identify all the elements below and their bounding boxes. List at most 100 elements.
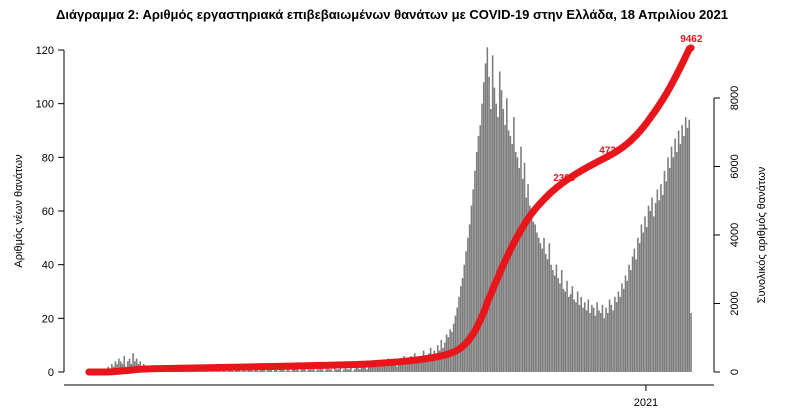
bar	[344, 366, 347, 372]
bar	[240, 371, 242, 372]
bar	[470, 205, 473, 372]
bar	[465, 251, 467, 372]
bar	[309, 369, 311, 372]
bar	[541, 248, 544, 372]
bar	[568, 296, 570, 372]
bar	[621, 283, 623, 372]
bar	[399, 358, 402, 372]
bar	[321, 369, 324, 372]
bar	[681, 125, 683, 372]
left-tick-label: 100	[36, 99, 54, 111]
bar	[295, 369, 297, 372]
bar	[656, 189, 659, 372]
bar	[491, 55, 494, 373]
bar	[461, 278, 464, 372]
bar	[305, 371, 308, 372]
bar	[291, 369, 294, 372]
bar	[644, 216, 646, 372]
bar	[668, 168, 671, 372]
bar	[367, 366, 370, 372]
bar	[119, 361, 122, 372]
bar	[383, 363, 386, 372]
bar	[573, 299, 575, 372]
bar	[323, 371, 326, 372]
bar	[481, 103, 483, 373]
bar	[638, 243, 641, 372]
bar	[330, 369, 333, 372]
bar	[578, 304, 581, 372]
bar	[498, 71, 501, 372]
bar	[339, 366, 342, 372]
bar	[275, 369, 278, 372]
bar	[653, 216, 655, 372]
bar	[254, 369, 257, 372]
bar	[523, 162, 526, 372]
bar	[135, 358, 138, 372]
chart-title: Διάγραμμα 2: Αριθμός εργαστηριακά επιβεβ…	[56, 7, 728, 22]
bar	[419, 355, 421, 372]
bar	[536, 232, 538, 372]
bar	[111, 363, 113, 372]
bar	[328, 369, 331, 372]
bar	[663, 170, 666, 372]
bar	[672, 157, 675, 372]
bar	[406, 358, 409, 372]
bar	[213, 371, 216, 372]
bar	[307, 369, 310, 372]
bar	[243, 369, 246, 372]
bar	[661, 194, 664, 372]
bar	[256, 369, 258, 372]
bar	[569, 294, 572, 372]
bar	[233, 371, 235, 372]
left-tick-label: 40	[42, 260, 54, 272]
bar	[548, 243, 551, 372]
bar	[304, 366, 306, 372]
bar	[374, 366, 377, 372]
bar	[369, 363, 372, 372]
bar	[459, 286, 462, 372]
bar	[527, 184, 529, 372]
bar	[327, 366, 329, 372]
bar	[286, 369, 288, 372]
bar	[619, 296, 621, 372]
right-tick-label: 8000	[729, 86, 741, 110]
cumulative-annotation: 2300	[553, 173, 576, 184]
bar	[359, 369, 361, 372]
bar	[297, 369, 299, 372]
bar	[477, 135, 480, 372]
bar	[630, 270, 632, 372]
bar	[126, 361, 129, 372]
bar	[598, 310, 600, 372]
bar	[300, 369, 303, 372]
bar	[506, 98, 508, 373]
bar	[684, 117, 687, 372]
bar	[676, 151, 678, 372]
bar	[539, 243, 542, 372]
bar	[357, 363, 359, 372]
bar	[594, 315, 597, 372]
bar	[592, 307, 595, 372]
bar	[617, 291, 620, 372]
bar	[302, 369, 304, 372]
x-tick-label: 2021	[634, 397, 658, 409]
bar	[486, 47, 489, 372]
bar	[343, 369, 345, 372]
bar	[488, 76, 490, 372]
bar	[511, 143, 513, 372]
bar	[585, 310, 588, 372]
bar	[401, 363, 404, 372]
bar	[325, 369, 327, 372]
bar	[529, 205, 531, 372]
bar	[428, 353, 430, 372]
bar	[504, 125, 506, 372]
bar	[346, 369, 349, 372]
right-tick-label: 2000	[729, 291, 741, 315]
bar	[335, 369, 338, 372]
bar	[518, 168, 521, 372]
daily-deaths-bars	[88, 47, 692, 373]
bar	[649, 211, 652, 372]
bar	[396, 366, 398, 372]
bar	[532, 221, 535, 372]
